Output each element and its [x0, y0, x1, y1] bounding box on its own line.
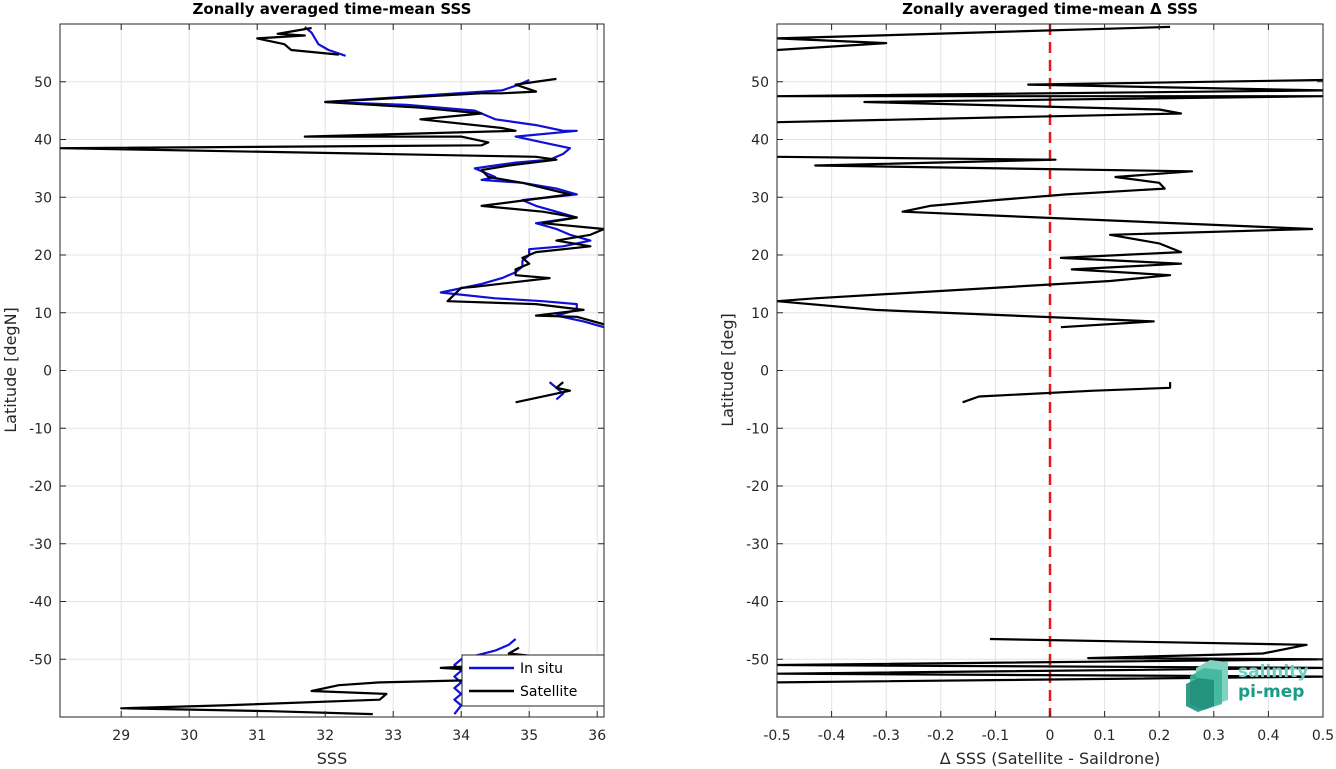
left-y-tick-label: 30 [34, 190, 52, 206]
left-series-in-situ-segment-1 [324, 78, 604, 329]
right-y-tick-label: 30 [751, 190, 769, 206]
right-plot: -0.5 -0.4 -0.3 -0.2 -0.1 0 0.1 0.2 0.3 0.4 0.5 -50 -… [718, 0, 1334, 768]
right-y-tick-label: -30 [746, 537, 769, 553]
right-chart-title: Zonally averaged time-mean Δ SSS [902, 0, 1198, 18]
right-series-delta-sss-segment-3 [962, 382, 1172, 404]
left-y-tick-label: 0 [43, 364, 52, 380]
right-y-tick-label: -40 [746, 595, 769, 611]
left-plot: 29 30 31 32 33 34 35 36 -50 -40 -30 -20 -10 0 10 20 30 40… [1, 0, 606, 768]
right-x-tick-label: 0.3 [1203, 728, 1225, 744]
right-x-tick-label: -0.2 [927, 728, 954, 744]
left-series-satellite-segment-2 [515, 381, 572, 404]
right-x-tick-label: -0.5 [763, 728, 790, 744]
right-y-tick-label: 40 [751, 133, 769, 149]
right-x-tick-label: -0.1 [982, 728, 1009, 744]
right-x-tick-label: 0.2 [1148, 728, 1170, 744]
left-y-tick-label: -20 [29, 479, 52, 495]
left-x-tick-label: 31 [248, 728, 266, 744]
right-series-delta-sss-segment-0 [777, 25, 1171, 52]
right-x-tick-label: 0.1 [1093, 728, 1115, 744]
left-ticks: 29 30 31 32 33 34 35 36 -50 -40 -30 -20 -10 0 10 20 30 40… [29, 24, 606, 744]
right-y-tick-label: 10 [751, 306, 769, 322]
logo-waves-icon [1186, 660, 1228, 712]
left-x-axis-label: SSS [317, 749, 347, 768]
right-x-tick-label: 0.5 [1312, 728, 1334, 744]
legend: In situ Satellite [461, 654, 605, 707]
left-y-tick-label: -40 [29, 595, 52, 611]
left-series-in-situ-segment-3 [453, 638, 517, 715]
right-series-delta-sss-segment-4 [777, 637, 1323, 684]
left-y-tick-label: 40 [34, 133, 52, 149]
left-y-axis-label: Latitude [degN] [1, 307, 20, 433]
right-x-tick-label: -0.4 [818, 728, 845, 744]
right-y-tick-label: 0 [760, 364, 769, 380]
left-x-tick-label: 29 [112, 728, 130, 744]
left-x-tick-label: 32 [316, 728, 334, 744]
left-chart-title: Zonally averaged time-mean SSS [193, 0, 472, 18]
logo-text-salinity: salinity [1238, 662, 1308, 682]
right-series [777, 25, 1323, 684]
left-y-tick-label: -50 [29, 652, 52, 668]
salinity-pi-mep-logo: salinity pi-mep [1186, 660, 1308, 712]
right-y-tick-label: -50 [746, 652, 769, 668]
left-series-satellite-segment-1 [60, 77, 604, 326]
right-x-tick-label: 0.4 [1257, 728, 1279, 744]
right-series-delta-sss-segment-1 [777, 78, 1323, 124]
left-x-tick-label: 34 [452, 728, 470, 744]
left-grid [60, 24, 604, 717]
right-y-tick-label: 50 [751, 75, 769, 91]
right-y-tick-label: -20 [746, 479, 769, 495]
left-y-tick-label: 50 [34, 75, 52, 91]
right-x-tick-label: -0.3 [873, 728, 900, 744]
legend-label-satellite: Satellite [520, 684, 577, 700]
right-y-tick-label: 20 [751, 248, 769, 264]
right-series-delta-sss-segment-2 [777, 155, 1314, 329]
left-series-in-situ-segment-0 [304, 26, 346, 57]
right-y-tick-label: -10 [746, 421, 769, 437]
left-series-in-situ-segment-2 [548, 381, 565, 401]
left-y-tick-label: 10 [34, 306, 52, 322]
left-x-tick-label: 35 [520, 728, 538, 744]
left-series [60, 26, 604, 716]
left-y-tick-label: -10 [29, 421, 52, 437]
right-x-tick-label: 0 [1046, 728, 1055, 744]
legend-box [461, 654, 605, 707]
left-x-tick-label: 33 [384, 728, 402, 744]
right-y-axis-label: Latitude [deg] [718, 313, 737, 427]
left-y-tick-label: 20 [34, 248, 52, 264]
left-y-tick-label: -30 [29, 537, 52, 553]
left-series-satellite-segment-0 [256, 26, 339, 56]
right-x-axis-label: Δ SSS (Satellite - Saildrone) [940, 749, 1161, 768]
logo-text-pi-mep: pi-mep [1238, 682, 1304, 702]
right-ticks: -0.5 -0.4 -0.3 -0.2 -0.1 0 0.1 0.2 0.3 0.4 0.5 -50 -… [746, 24, 1334, 744]
left-x-tick-label: 36 [588, 728, 606, 744]
legend-label-in-situ: In situ [520, 661, 563, 677]
left-x-tick-label: 30 [180, 728, 198, 744]
